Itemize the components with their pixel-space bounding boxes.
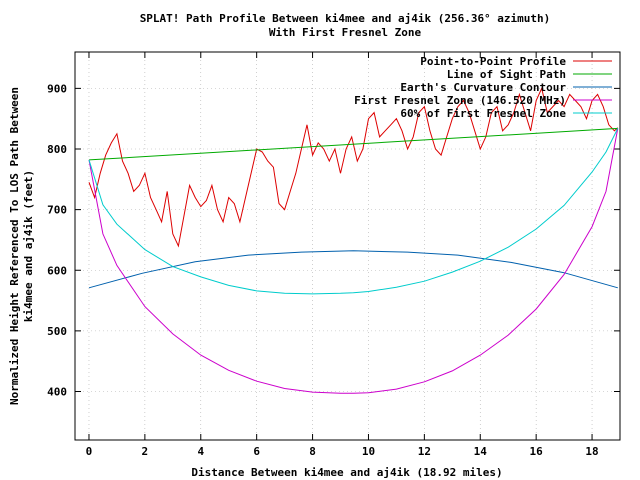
y-tick-label-1: 500 — [47, 325, 67, 338]
y-tick-label-3: 700 — [47, 204, 67, 217]
x-tick-label-9: 18 — [585, 445, 598, 458]
y-tick-label-5: 900 — [47, 82, 67, 95]
chart-title-line-1: SPLAT! Path Profile Between ki4mee and a… — [140, 12, 551, 25]
series-line-2 — [88, 250, 618, 289]
x-tick-label-6: 12 — [418, 445, 431, 458]
x-axis-label: Distance Between ki4mee and aj4ik (18.92… — [191, 466, 502, 479]
x-tick-label-1: 2 — [142, 445, 149, 458]
y-tick-label-2: 600 — [47, 264, 67, 277]
y-tick-label-0: 400 — [47, 386, 67, 399]
legend-label-2: Earth's Curvature Contour — [400, 81, 566, 94]
y-axis-label-line-2: ki4mee and aj4ik (feet) — [22, 170, 35, 322]
x-tick-label-8: 16 — [530, 445, 544, 458]
x-tick-label-2: 4 — [197, 445, 204, 458]
x-tick-label-7: 14 — [474, 445, 488, 458]
legend-label-3: First Fresnel Zone (146.520 MHz) — [354, 94, 566, 107]
series-line-3 — [88, 128, 619, 394]
y-axis-label-line-1: Normalized Height Referenced To LOS Path… — [8, 87, 21, 405]
legend-label-0: Point-to-Point Profile — [420, 55, 566, 68]
plot-frame — [74, 51, 621, 441]
series-line-1 — [88, 127, 618, 161]
series-lines — [88, 86, 619, 394]
legend-label-1: Line of Sight Path — [447, 68, 566, 81]
grid — [75, 52, 620, 440]
axis-ticks: 0 2 4 6 8 10 12 14 16 18 400 500 600 700 800 900 — [47, 52, 620, 458]
series-line-4 — [88, 128, 619, 295]
x-tick-label-5: 10 — [362, 445, 375, 458]
chart-title-line-2: With First Fresnel Zone — [269, 26, 422, 39]
x-tick-label-3: 6 — [253, 445, 260, 458]
y-tick-label-4: 800 — [47, 143, 67, 156]
x-tick-label-0: 0 — [86, 445, 93, 458]
legend-label-4: 60% of First Fresnel Zone — [400, 107, 566, 120]
series-line-0 — [88, 86, 619, 248]
x-tick-label-4: 8 — [309, 445, 316, 458]
